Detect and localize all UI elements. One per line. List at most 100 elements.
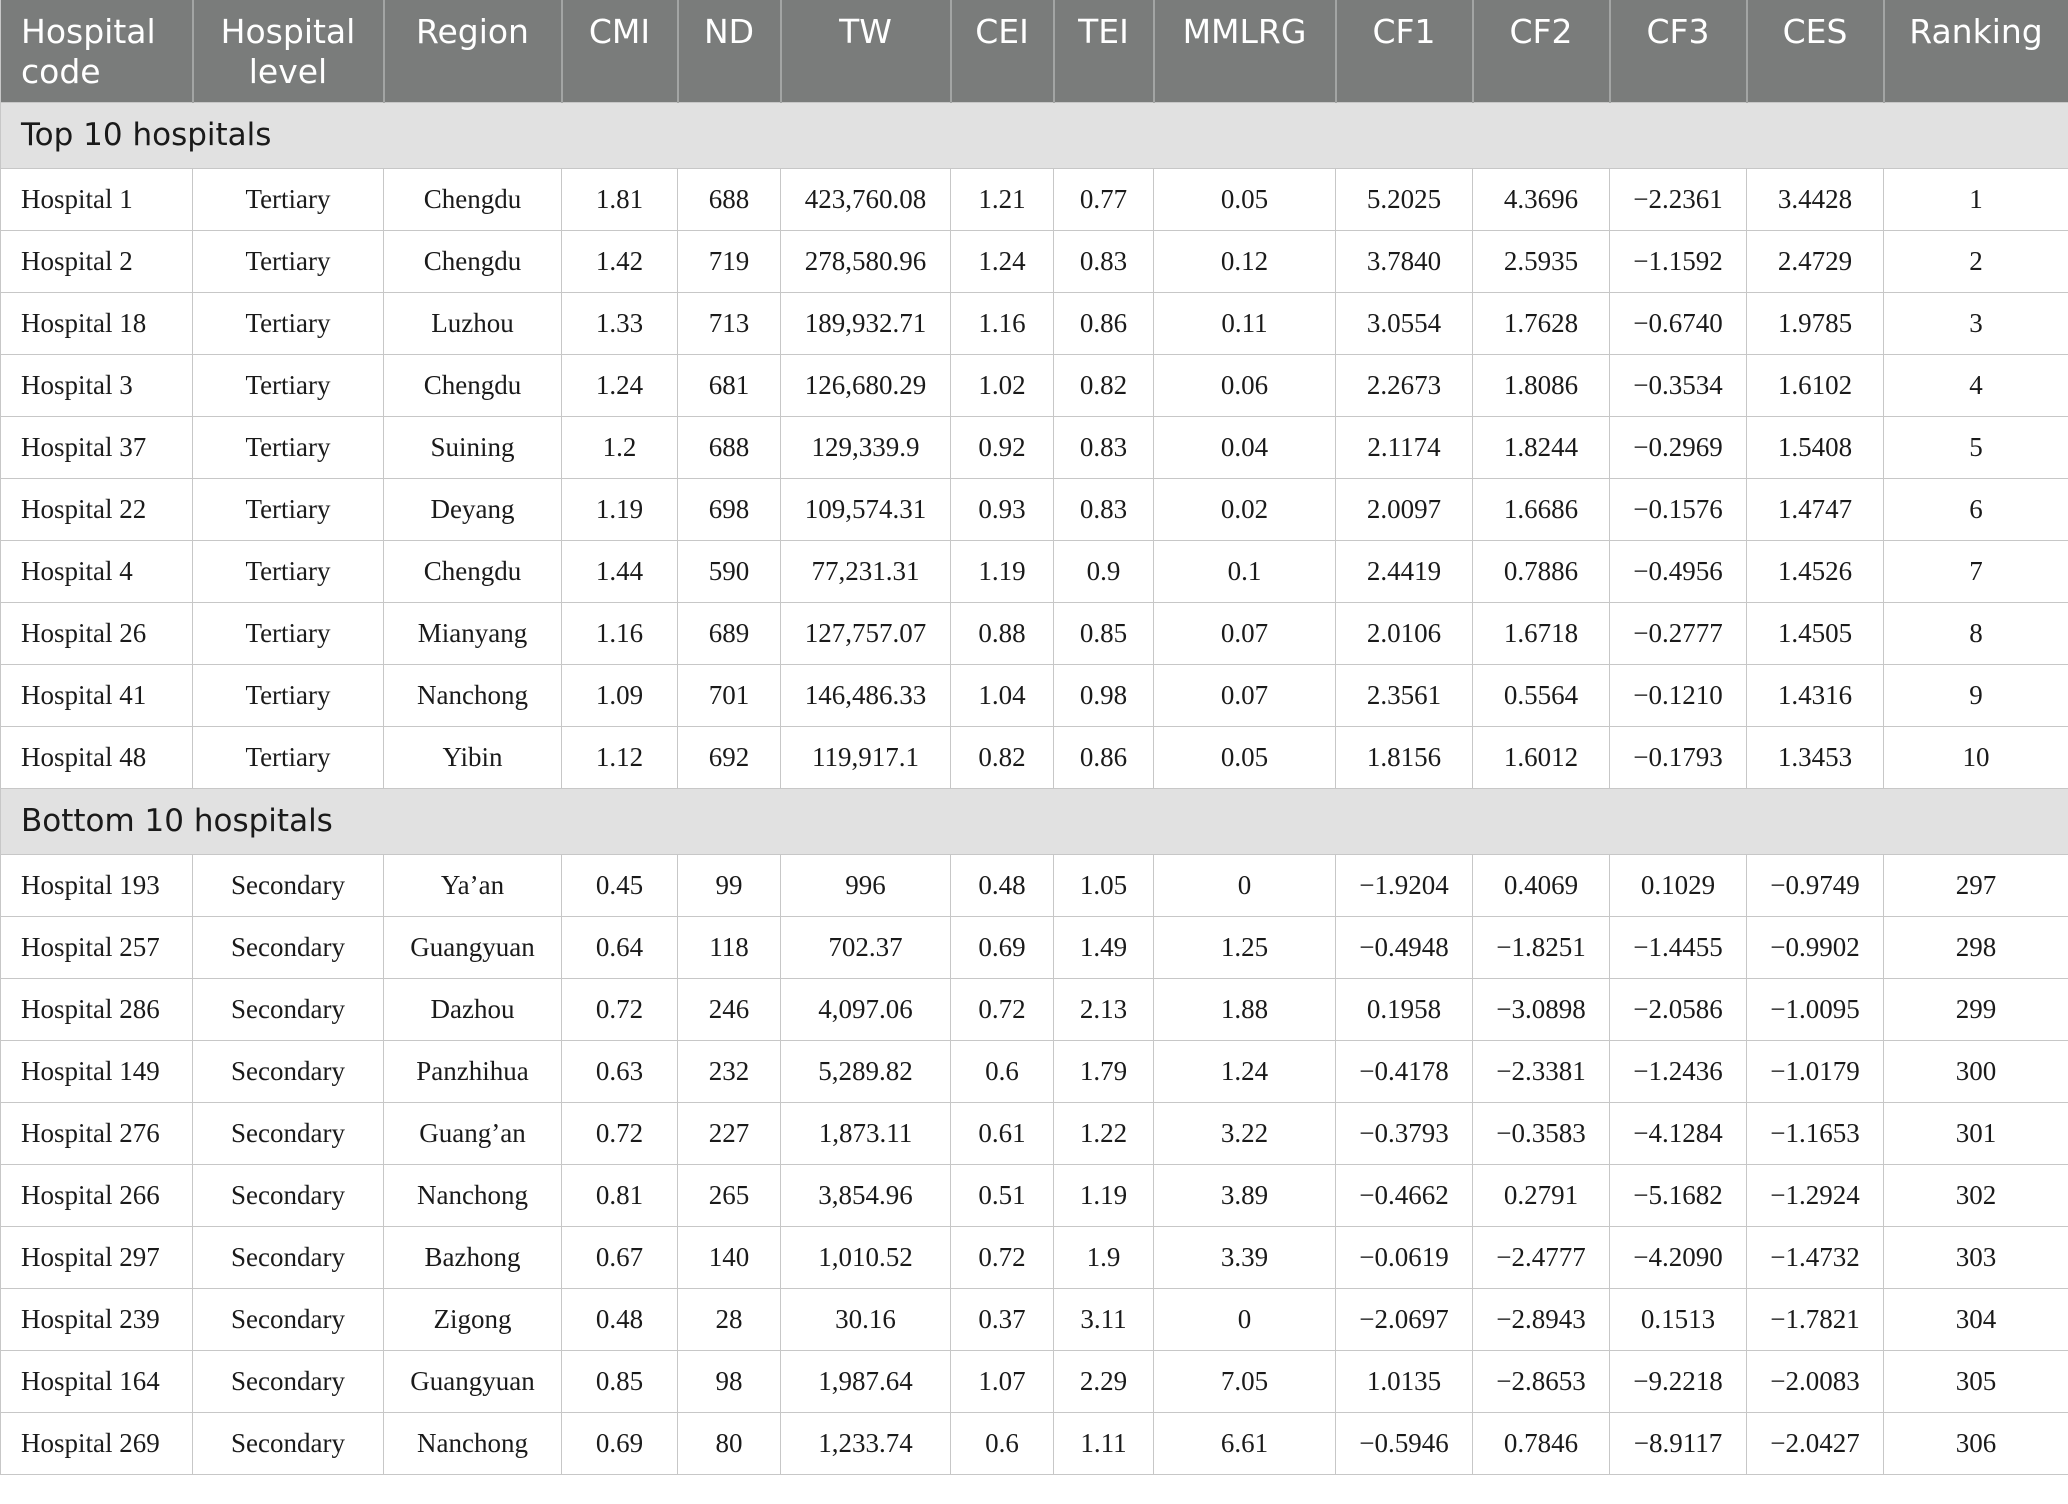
- table-cell: Secondary: [192, 1226, 384, 1289]
- table-cell: 0.72: [561, 1102, 678, 1165]
- table-row: Hospital 257 Secondary Guangyuan 0.64 118 702…: [0, 916, 2068, 979]
- column-header: Hospital code: [0, 0, 194, 102]
- table-cell: Zigong: [383, 1288, 562, 1351]
- table-cell: 1.6012: [1472, 726, 1610, 789]
- table-row: Hospital 48 Tertiary Yibin 1.12 692 119,917.1…: [0, 726, 2068, 789]
- table-cell: 0.86: [1053, 726, 1154, 789]
- table-cell: 4,097.06: [780, 978, 951, 1041]
- table-cell: −0.1210: [1609, 664, 1747, 727]
- column-header: CF3: [1609, 0, 1748, 102]
- table-cell: 0.81: [561, 1164, 678, 1227]
- table-cell: −1.2924: [1746, 1164, 1884, 1227]
- table-cell: −2.8943: [1472, 1288, 1610, 1351]
- table-cell: Nanchong: [383, 1412, 562, 1475]
- table-cell: 305: [1883, 1350, 2068, 1413]
- table-cell: Hospital 48: [0, 726, 193, 789]
- table-cell: −2.0083: [1746, 1350, 1884, 1413]
- table-row: Hospital 266 Secondary Nanchong 0.81 265 3,85…: [0, 1164, 2068, 1227]
- table-cell: 3.22: [1153, 1102, 1336, 1165]
- table-row: Hospital 4 Tertiary Chengdu 1.44 590 77,231.3…: [0, 540, 2068, 603]
- table-cell: 1.44: [561, 540, 678, 603]
- table-cell: −1.7821: [1746, 1288, 1884, 1351]
- column-header: Ranking: [1883, 0, 2068, 102]
- table-cell: 1.49: [1053, 916, 1154, 979]
- table-cell: 1.25: [1153, 916, 1336, 979]
- table-cell: 3.89: [1153, 1164, 1336, 1227]
- table-cell: Secondary: [192, 1102, 384, 1165]
- table-cell: Hospital 266: [0, 1164, 193, 1227]
- column-header: TEI: [1053, 0, 1155, 102]
- table-cell: 8: [1883, 602, 2068, 665]
- table-row: Hospital 2 Tertiary Chengdu 1.42 719 278,580.…: [0, 230, 2068, 293]
- column-header: ND: [677, 0, 782, 102]
- table-cell: 127,757.07: [780, 602, 951, 665]
- table-cell: Hospital 257: [0, 916, 193, 979]
- table-cell: Chengdu: [383, 540, 562, 603]
- table-cell: 30.16: [780, 1288, 951, 1351]
- table-cell: 0.2791: [1472, 1164, 1610, 1227]
- table-cell: Secondary: [192, 854, 384, 917]
- table-cell: −0.4948: [1335, 916, 1473, 979]
- table-cell: 0.82: [950, 726, 1054, 789]
- table-cell: 1,233.74: [780, 1412, 951, 1475]
- table-cell: 1.11: [1053, 1412, 1154, 1475]
- table-cell: 5,289.82: [780, 1040, 951, 1103]
- table-cell: 1.9: [1053, 1226, 1154, 1289]
- section-row: Bottom 10 hospitals: [0, 787, 2068, 855]
- table-cell: Secondary: [192, 916, 384, 979]
- table-cell: 3,854.96: [780, 1164, 951, 1227]
- table-cell: 0.83: [1053, 230, 1154, 293]
- table-cell: Suining: [383, 416, 562, 479]
- table-cell: 306: [1883, 1412, 2068, 1475]
- table-header: Hospital code Hospital level Region CMI ND TW…: [0, 0, 2068, 102]
- table-cell: 1.19: [950, 540, 1054, 603]
- table-cell: −0.1793: [1609, 726, 1747, 789]
- table-cell: 0.5564: [1472, 664, 1610, 727]
- table-cell: 0.98: [1053, 664, 1154, 727]
- table-cell: 302: [1883, 1164, 2068, 1227]
- table-cell: −0.5946: [1335, 1412, 1473, 1475]
- table-cell: 423,760.08: [780, 168, 951, 231]
- table-cell: 3.4428: [1746, 168, 1884, 231]
- table-cell: 0.63: [561, 1040, 678, 1103]
- table-row: Hospital 26 Tertiary Mianyang 1.16 689 127,75…: [0, 602, 2068, 665]
- table-cell: 6: [1883, 478, 2068, 541]
- table-cell: 1.9785: [1746, 292, 1884, 355]
- table-cell: 0.45: [561, 854, 678, 917]
- table-row: Hospital 276 Secondary Guang’an 0.72 227 1,87…: [0, 1102, 2068, 1165]
- table-cell: 0: [1153, 1288, 1336, 1351]
- table-row: Hospital 3 Tertiary Chengdu 1.24 681 126,680.…: [0, 354, 2068, 417]
- table-cell: 1.05: [1053, 854, 1154, 917]
- table-cell: Guangyuan: [383, 1350, 562, 1413]
- table-cell: 301: [1883, 1102, 2068, 1165]
- table-cell: Tertiary: [192, 292, 384, 355]
- table-cell: Tertiary: [192, 478, 384, 541]
- table-row: Hospital 18 Tertiary Luzhou 1.33 713 189,932.…: [0, 292, 2068, 355]
- table-cell: 98: [677, 1350, 781, 1413]
- table-cell: −0.0619: [1335, 1226, 1473, 1289]
- table-cell: Yibin: [383, 726, 562, 789]
- table-cell: 246: [677, 978, 781, 1041]
- table-cell: 304: [1883, 1288, 2068, 1351]
- table-row: Hospital 239 Secondary Zigong 0.48 28 30.16 0.…: [0, 1288, 2068, 1351]
- table-cell: 99: [677, 854, 781, 917]
- table-cell: 0.6: [950, 1412, 1054, 1475]
- table-cell: −2.2361: [1609, 168, 1747, 231]
- table-cell: 1.33: [561, 292, 678, 355]
- table-cell: 0.69: [561, 1412, 678, 1475]
- table-cell: 2.3561: [1335, 664, 1473, 727]
- table-row: Hospital 37 Tertiary Suining 1.2 688 129,339.…: [0, 416, 2068, 479]
- table-cell: 0.83: [1053, 416, 1154, 479]
- table-cell: 0.67: [561, 1226, 678, 1289]
- table-cell: 0.82: [1053, 354, 1154, 417]
- table-cell: −0.1576: [1609, 478, 1747, 541]
- table-cell: 5: [1883, 416, 2068, 479]
- table-row: Hospital 297 Secondary Bazhong 0.67 140 1,010…: [0, 1226, 2068, 1289]
- table-cell: 0.07: [1153, 664, 1336, 727]
- table-cell: 0.48: [950, 854, 1054, 917]
- table-cell: −0.3583: [1472, 1102, 1610, 1165]
- table-cell: 1.19: [561, 478, 678, 541]
- table-cell: 0.06: [1153, 354, 1336, 417]
- table-cell: −2.0697: [1335, 1288, 1473, 1351]
- table-row: Hospital 1 Tertiary Chengdu 1.81 688 423,760.…: [0, 168, 2068, 231]
